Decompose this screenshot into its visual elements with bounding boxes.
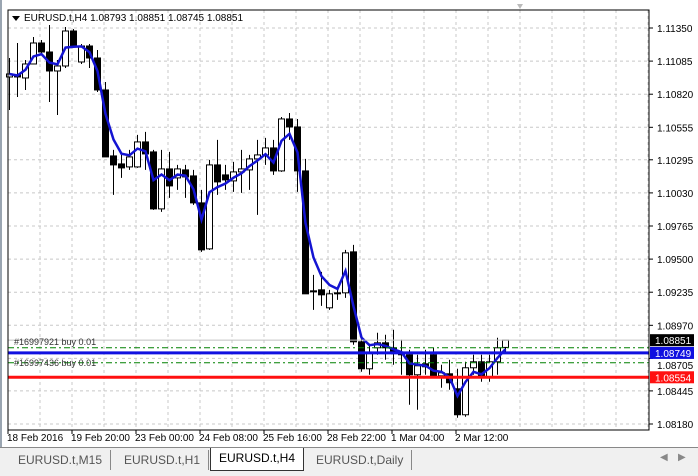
chart-tabs: EURUSD.t,M15 EURUSD.t,H1 EURUSD.t,H4 EUR… — [0, 447, 698, 476]
red-level-label-bg — [650, 371, 694, 384]
scroll-left-icon[interactable]: ◀ — [660, 452, 668, 463]
time-tick-label: 25 Feb 16:00 — [263, 433, 322, 444]
price-tick-label: 1.08445 — [657, 387, 694, 398]
price-tick-label: 1.09765 — [657, 222, 694, 233]
tab-daily[interactable]: EURUSD.t,Daily — [308, 450, 413, 470]
candle-bull — [134, 141, 141, 168]
chart-frame — [7, 9, 650, 431]
price-tick-label: 1.10820 — [657, 90, 694, 101]
candle-bull — [206, 164, 213, 250]
candle-bear — [214, 164, 221, 183]
candle-bear — [454, 388, 461, 416]
blue-level-label: 1.08749 — [655, 349, 692, 360]
time-tick-label: 23 Feb 00:00 — [135, 433, 194, 444]
order-label: #16997921 buy 0.01 — [14, 337, 96, 347]
candle-bull — [462, 367, 469, 416]
candle-bear — [70, 30, 77, 47]
price-tick-label: 1.10030 — [657, 189, 694, 200]
candle-bear — [310, 290, 317, 293]
candle-bull — [30, 42, 37, 65]
candle-bull — [334, 292, 341, 295]
candle-bear — [294, 126, 301, 172]
candle-bear — [110, 155, 117, 166]
price-tick-label: 1.11350 — [657, 24, 693, 35]
candle-bear — [430, 354, 437, 377]
price-tick-label: 1.09235 — [657, 288, 694, 299]
candle-bear — [286, 118, 293, 128]
shift-marker-icon — [517, 4, 523, 9]
candle-bull — [470, 361, 477, 369]
blue-level-label-bg — [650, 346, 694, 359]
candle-bull — [158, 168, 165, 210]
tab-h4[interactable]: EURUSD.t,H4 — [210, 448, 305, 471]
time-tick-label: 28 Feb 22:00 — [327, 433, 386, 444]
order-label: #16997436 buy 0.01 — [14, 358, 96, 368]
price-tick-label: 1.11085 — [657, 57, 693, 68]
price-tick-label: 1.08705 — [657, 361, 694, 372]
red-level-label: 1.08554 — [655, 373, 692, 384]
chart-window[interactable]: 1.11350 1.11085 1.10820 1.10555 1.10295 1.100… — [0, 0, 698, 447]
candle-bull — [126, 156, 133, 168]
tab-m15[interactable]: EURUSD.t,M15 — [10, 450, 112, 470]
candle-bear — [222, 174, 229, 181]
candle-bear — [318, 289, 325, 296]
price-tick-label: 1.09500 — [657, 255, 694, 266]
time-tick-label: 2 Mar 12:00 — [455, 433, 509, 444]
price-tick-label: 1.10555 — [657, 123, 694, 134]
time-tick-label: 19 Feb 20:00 — [71, 433, 130, 444]
candle-bull — [366, 352, 373, 370]
current-price-label-bg — [650, 334, 694, 347]
tab-h1[interactable]: EURUSD.t,H1 — [116, 450, 210, 470]
candle-bear — [198, 202, 205, 251]
candle-bear — [38, 42, 45, 53]
chart-header: EURUSD.t,H4 1.08793 1.08851 1.08745 1.08… — [24, 13, 243, 24]
time-tick-label: 24 Feb 08:00 — [199, 433, 258, 444]
candle-bull — [414, 365, 421, 376]
price-chart[interactable]: 1.11350 1.11085 1.10820 1.10555 1.10295 1.100… — [2, 0, 698, 447]
candle-bear — [118, 163, 125, 169]
candle-bull — [326, 293, 333, 309]
time-tick-label: 18 Feb 2016 — [7, 433, 64, 444]
scroll-right-icon[interactable]: ▶ — [678, 452, 686, 463]
moving-average-line — [9, 45, 507, 399]
candle-bull — [278, 118, 285, 172]
price-tick-label: 1.10295 — [657, 156, 694, 167]
current-price-label: 1.08851 — [655, 336, 692, 347]
candle-bull — [502, 339, 509, 348]
candle-bull — [54, 65, 61, 72]
time-tick-label: 1 Mar 04:00 — [391, 433, 445, 444]
price-tick-label: 1.08180 — [657, 420, 694, 431]
candle-bear — [358, 341, 365, 370]
dropdown-arrow-icon — [12, 16, 20, 21]
price-tick-label: 1.08970 — [657, 321, 694, 332]
